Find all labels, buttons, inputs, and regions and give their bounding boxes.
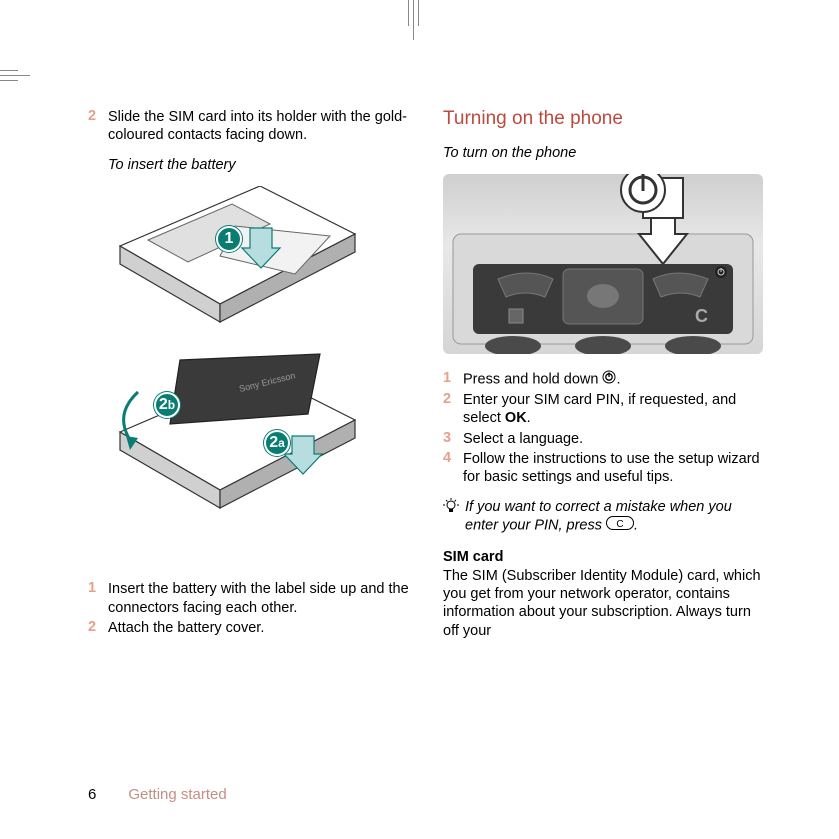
battery-step-2: 2 Attach the battery cover. bbox=[88, 619, 413, 637]
power-small-icon bbox=[602, 370, 616, 389]
left-column: 2 Slide the SIM card into its holder wit… bbox=[88, 108, 413, 649]
step-text: Insert the battery with the label side u… bbox=[108, 580, 413, 616]
step-number: 2 bbox=[88, 619, 108, 637]
page-footer: 6 Getting started bbox=[88, 786, 227, 803]
turn-on-step-2: 2 Enter your SIM card PIN, if requested,… bbox=[443, 391, 768, 427]
page-content: 2 Slide the SIM card into its holder wit… bbox=[88, 108, 768, 649]
sim-card-heading: SIM card bbox=[443, 549, 768, 565]
crop-mark-top-r bbox=[418, 0, 419, 26]
right-column: Turning on the phone To turn on the phon… bbox=[443, 108, 768, 649]
turn-on-steps: 1 Press and hold down . 2 Enter your SIM… bbox=[443, 370, 768, 486]
tip: If you want to correct a mistake when yo… bbox=[443, 498, 768, 535]
tip-text: If you want to correct a mistake when yo… bbox=[465, 498, 768, 535]
step-text: Enter your SIM card PIN, if requested, a… bbox=[463, 391, 768, 427]
crop-mark-left bbox=[0, 75, 30, 76]
step-text: Follow the instructions to use the setup… bbox=[463, 450, 768, 486]
svg-text:C: C bbox=[695, 306, 708, 326]
footer-title: Getting started bbox=[128, 786, 226, 803]
battery-step-1: 1 Insert the battery with the label side… bbox=[88, 580, 413, 616]
step-number: 3 bbox=[443, 430, 463, 448]
crop-mark-left-t bbox=[0, 70, 18, 71]
crop-mark-top-l bbox=[408, 0, 409, 26]
turn-on-step-4: 4 Follow the instructions to use the set… bbox=[443, 450, 768, 486]
step-number: 4 bbox=[443, 450, 463, 486]
svg-text:C: C bbox=[616, 519, 623, 530]
turn-on-heading: To turn on the phone bbox=[443, 144, 768, 162]
power-figure-svg: C bbox=[443, 174, 763, 354]
sim-card-para: The SIM (Subscriber Identity Module) car… bbox=[443, 567, 768, 640]
sim-step-2: 2 Slide the SIM card into its holder wit… bbox=[88, 108, 413, 144]
step-text: Press and hold down . bbox=[463, 370, 768, 389]
c-key-icon: C bbox=[606, 516, 634, 535]
turn-on-step-3: 3 Select a language. bbox=[443, 430, 768, 448]
step-number: 1 bbox=[443, 370, 463, 389]
step-text: Slide the SIM card into its holder with … bbox=[108, 108, 413, 144]
section-title: Turning on the phone bbox=[443, 108, 768, 130]
turn-on-step-1: 1 Press and hold down . bbox=[443, 370, 768, 389]
battery-steps: 1 Insert the battery with the label side… bbox=[88, 580, 413, 636]
step-number: 2 bbox=[88, 108, 108, 144]
crop-mark-left-b bbox=[0, 80, 18, 81]
battery-heading: To insert the battery bbox=[88, 156, 413, 174]
power-figure: C bbox=[443, 174, 763, 354]
battery-figure: Sony Ericsson 1 2b 2a bbox=[88, 186, 388, 566]
crop-mark-top bbox=[413, 0, 414, 40]
page-number: 6 bbox=[88, 786, 96, 803]
step-text: Attach the battery cover. bbox=[108, 619, 413, 637]
step-number: 1 bbox=[88, 580, 108, 616]
step-number: 2 bbox=[443, 391, 463, 427]
sim-step-list: 2 Slide the SIM card into its holder wit… bbox=[88, 108, 413, 144]
lightbulb-icon bbox=[443, 498, 465, 535]
step-text: Select a language. bbox=[463, 430, 768, 448]
